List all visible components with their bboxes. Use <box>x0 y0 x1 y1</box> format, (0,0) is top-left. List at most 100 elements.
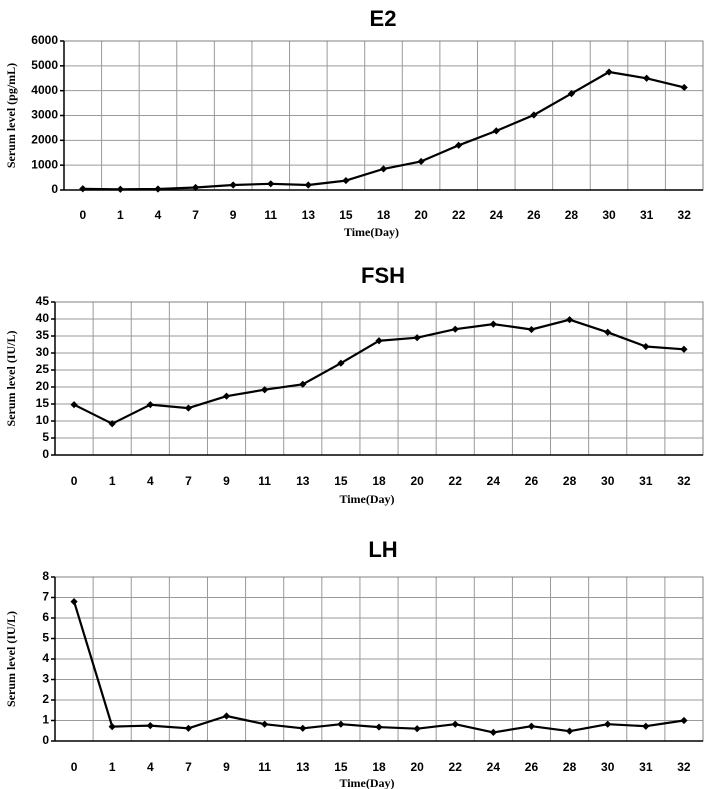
x-tick-label: 22 <box>449 760 463 774</box>
x-tick-label: 28 <box>565 208 579 222</box>
y-tick-label: 20 <box>36 379 50 393</box>
y-tick-label: 25 <box>36 362 50 376</box>
data-point <box>261 386 269 394</box>
x-tick-label: 7 <box>192 208 199 222</box>
data-point <box>413 725 421 733</box>
x-tick-label: 32 <box>677 760 691 774</box>
x-tick-label: 1 <box>109 474 116 488</box>
x-tick-label: 20 <box>410 760 424 774</box>
data-point <box>604 328 612 336</box>
data-point <box>70 401 78 409</box>
data-point <box>116 185 124 193</box>
x-tick-label: 15 <box>339 208 353 222</box>
data-point <box>70 598 78 606</box>
x-tick-label: 28 <box>563 474 577 488</box>
x-tick-label: 4 <box>147 474 154 488</box>
data-point <box>604 720 612 728</box>
data-point <box>375 723 383 731</box>
series-line <box>73 601 685 734</box>
series-line <box>73 318 684 425</box>
data-point <box>680 345 688 353</box>
y-tick-label: 5 <box>42 631 49 645</box>
y-axis-title: Serum level (pg/mL) <box>4 63 18 168</box>
y-tick-label: 3000 <box>31 108 58 122</box>
data-point <box>154 185 162 193</box>
x-tick-label: 18 <box>377 208 391 222</box>
x-tick-label: 22 <box>449 474 463 488</box>
data-point <box>299 380 307 388</box>
x-tick-label: 32 <box>677 474 691 488</box>
data-point <box>337 359 345 367</box>
x-tick-label: 20 <box>410 474 424 488</box>
data-point <box>642 722 650 730</box>
data-point <box>229 181 237 189</box>
y-tick-label: 0 <box>42 447 49 461</box>
x-tick-label: 13 <box>296 760 310 774</box>
x-tick-label: 31 <box>639 474 653 488</box>
data-point <box>451 720 459 728</box>
x-tick-label: 0 <box>71 474 78 488</box>
data-point <box>455 141 463 149</box>
chart-title: E2 <box>370 6 397 31</box>
y-tick-label: 0 <box>51 182 58 196</box>
x-tick-label: 9 <box>223 760 230 774</box>
x-tick-label: 11 <box>258 760 271 774</box>
data-point <box>680 716 688 725</box>
x-tick-label: 20 <box>414 208 428 222</box>
x-tick-label: 26 <box>527 208 541 222</box>
data-point <box>146 722 154 730</box>
data-point <box>108 420 116 428</box>
x-tick-label: 0 <box>79 208 86 222</box>
data-point <box>413 334 421 342</box>
data-point <box>342 176 350 185</box>
data-point <box>489 320 497 328</box>
x-axis-title: Time(Day) <box>339 776 394 789</box>
y-tick-label: 6 <box>42 610 49 624</box>
data-point <box>605 68 613 76</box>
data-point <box>146 401 154 409</box>
data-point <box>191 183 200 192</box>
y-tick-label: 6000 <box>31 33 58 47</box>
y-tick-label: 45 <box>36 294 50 308</box>
x-axis-title: Time(Day) <box>344 225 399 239</box>
x-tick-label: 18 <box>372 760 386 774</box>
data-point <box>261 720 269 728</box>
x-tick-label: 1 <box>109 760 116 774</box>
data-point <box>108 723 116 731</box>
x-tick-label: 30 <box>601 474 615 488</box>
x-tick-label: 32 <box>678 208 692 222</box>
data-point <box>680 83 688 92</box>
chart-title: FSH <box>361 263 405 288</box>
x-tick-label: 22 <box>452 208 466 222</box>
y-tick-label: 30 <box>36 345 50 359</box>
y-tick-label: 1 <box>42 713 49 727</box>
data-point <box>184 724 193 732</box>
data-point <box>304 181 312 189</box>
chart-e2: E2 0 1000 2000 3000 4000 5000 6000 0 1 4 7 9 11 13 15 18… <box>4 6 704 239</box>
x-tick-label: 15 <box>334 760 348 774</box>
x-tick-label: 11 <box>264 208 277 222</box>
data-point <box>267 180 275 188</box>
x-tick-label: 24 <box>490 208 504 222</box>
y-axis-title: Serum level (IU/L) <box>4 611 18 707</box>
x-tick-label: 13 <box>302 208 316 222</box>
chart-title: LH <box>368 537 397 562</box>
x-tick-label: 26 <box>525 474 539 488</box>
plot-area <box>54 301 704 456</box>
y-tick-label: 2000 <box>31 133 58 147</box>
y-tick-label: 2 <box>42 692 49 706</box>
data-point <box>565 316 574 324</box>
data-point <box>643 74 651 82</box>
data-point <box>222 712 231 720</box>
x-tick-label: 24 <box>487 760 501 774</box>
x-tick-label: 7 <box>185 474 192 488</box>
x-tick-label: 30 <box>601 760 615 774</box>
data-point <box>417 157 425 166</box>
x-tick-label: 31 <box>640 208 654 222</box>
y-tick-label: 7 <box>42 590 49 604</box>
x-tick-label: 4 <box>155 208 162 222</box>
x-tick-label: 9 <box>223 474 230 488</box>
x-tick-label: 28 <box>563 760 577 774</box>
x-tick-label: 30 <box>602 208 616 222</box>
